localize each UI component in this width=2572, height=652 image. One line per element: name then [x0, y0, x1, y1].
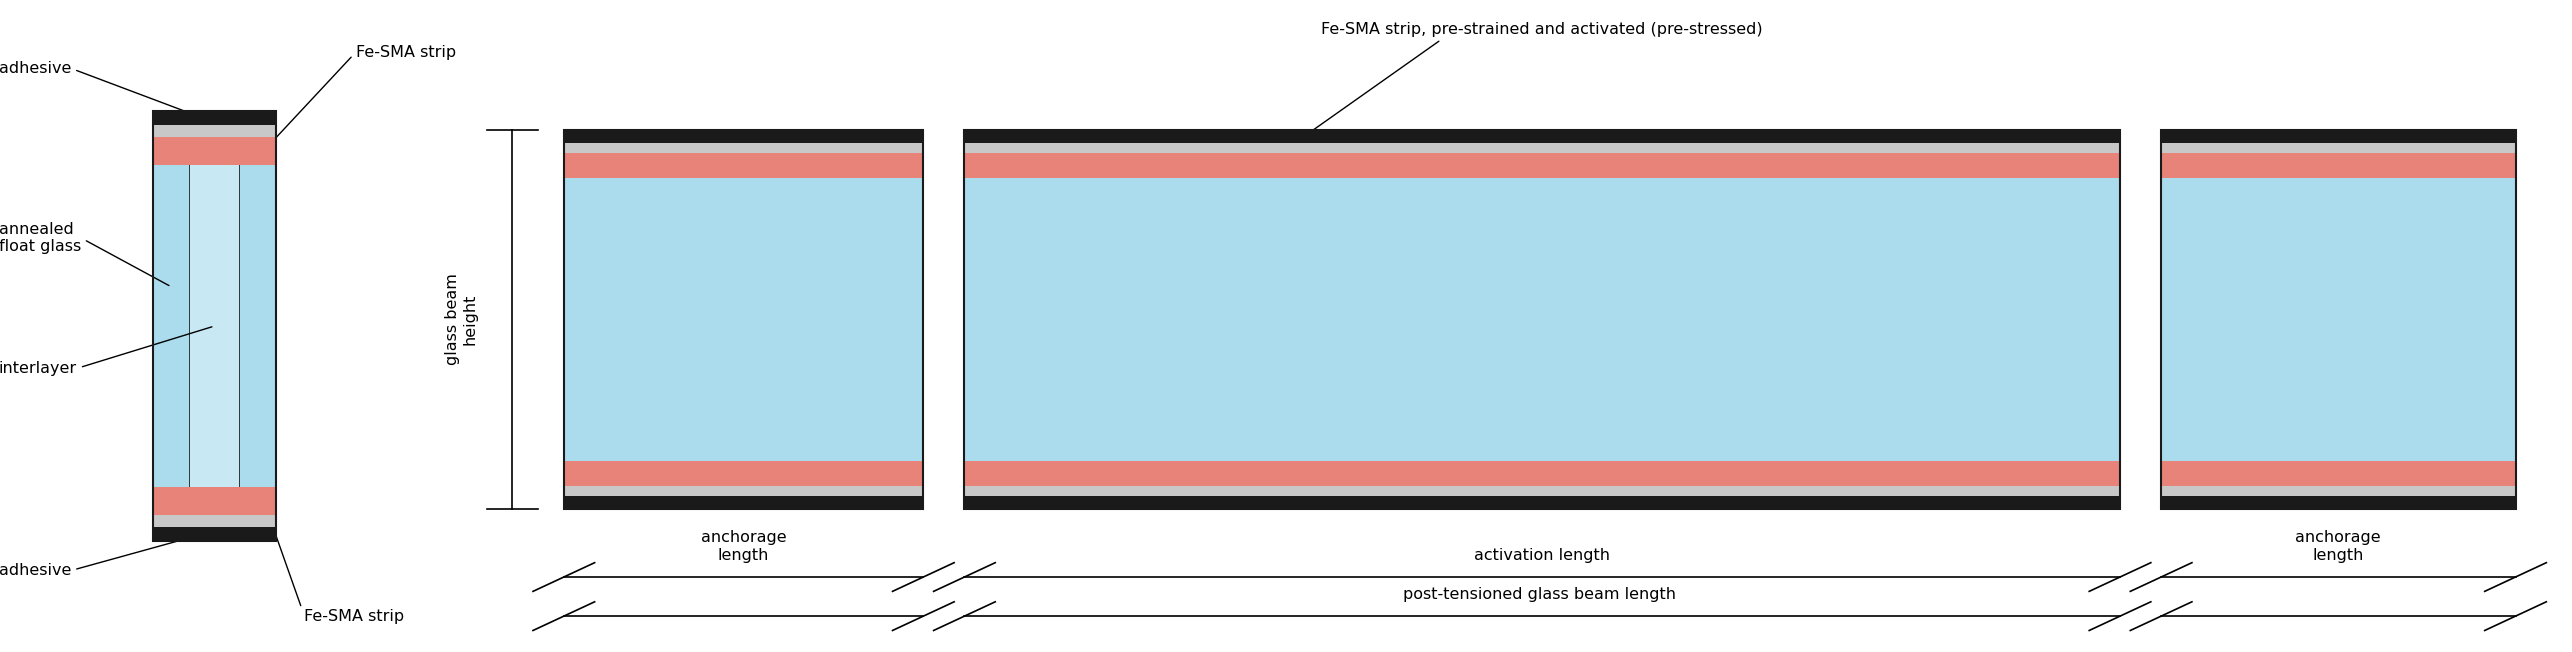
Bar	[563, 130, 923, 509]
Text: anchorage
length: anchorage length	[700, 530, 787, 563]
Text: adhesive: adhesive	[0, 61, 201, 117]
Bar	[152, 137, 275, 165]
Bar	[2160, 130, 2515, 509]
Bar	[239, 111, 275, 541]
Text: Fe-SMA strip: Fe-SMA strip	[265, 504, 404, 624]
Text: anchorage
length: anchorage length	[2294, 530, 2382, 563]
Bar	[964, 462, 2119, 486]
Text: interlayer: interlayer	[0, 327, 211, 376]
Bar	[964, 486, 2119, 496]
Bar	[152, 111, 275, 541]
Bar	[152, 111, 190, 541]
Bar	[2160, 153, 2515, 177]
Bar	[2160, 496, 2515, 509]
Bar	[964, 143, 2119, 153]
Bar	[964, 496, 2119, 509]
Bar	[152, 125, 275, 137]
Bar	[563, 130, 923, 509]
Bar	[152, 515, 275, 527]
Bar	[563, 462, 923, 486]
Bar	[152, 487, 275, 515]
Bar	[152, 111, 275, 541]
Bar	[964, 130, 2119, 509]
Text: Fe-SMA strip: Fe-SMA strip	[265, 44, 455, 149]
Bar	[964, 130, 2119, 509]
Bar	[190, 111, 239, 541]
Text: post-tensioned glass beam length: post-tensioned glass beam length	[1404, 587, 1677, 602]
Bar	[2160, 143, 2515, 153]
Bar	[2160, 130, 2515, 143]
Text: annealed
float glass: annealed float glass	[0, 222, 170, 286]
Bar	[152, 111, 275, 125]
Text: activation length: activation length	[1474, 548, 1610, 563]
Bar	[152, 527, 275, 541]
Bar	[563, 130, 923, 143]
Bar	[563, 486, 923, 496]
Bar	[964, 130, 2119, 143]
Bar	[2160, 486, 2515, 496]
Text: adhesive: adhesive	[0, 535, 201, 578]
Bar	[563, 496, 923, 509]
Bar	[2160, 130, 2515, 509]
Bar	[964, 153, 2119, 177]
Bar	[563, 153, 923, 177]
Bar	[563, 143, 923, 153]
Bar	[2160, 462, 2515, 486]
Text: Fe-SMA strip, pre-strained and activated (pre-stressed): Fe-SMA strip, pre-strained and activated…	[1291, 22, 1762, 146]
Text: glass beam
height: glass beam height	[445, 274, 478, 365]
